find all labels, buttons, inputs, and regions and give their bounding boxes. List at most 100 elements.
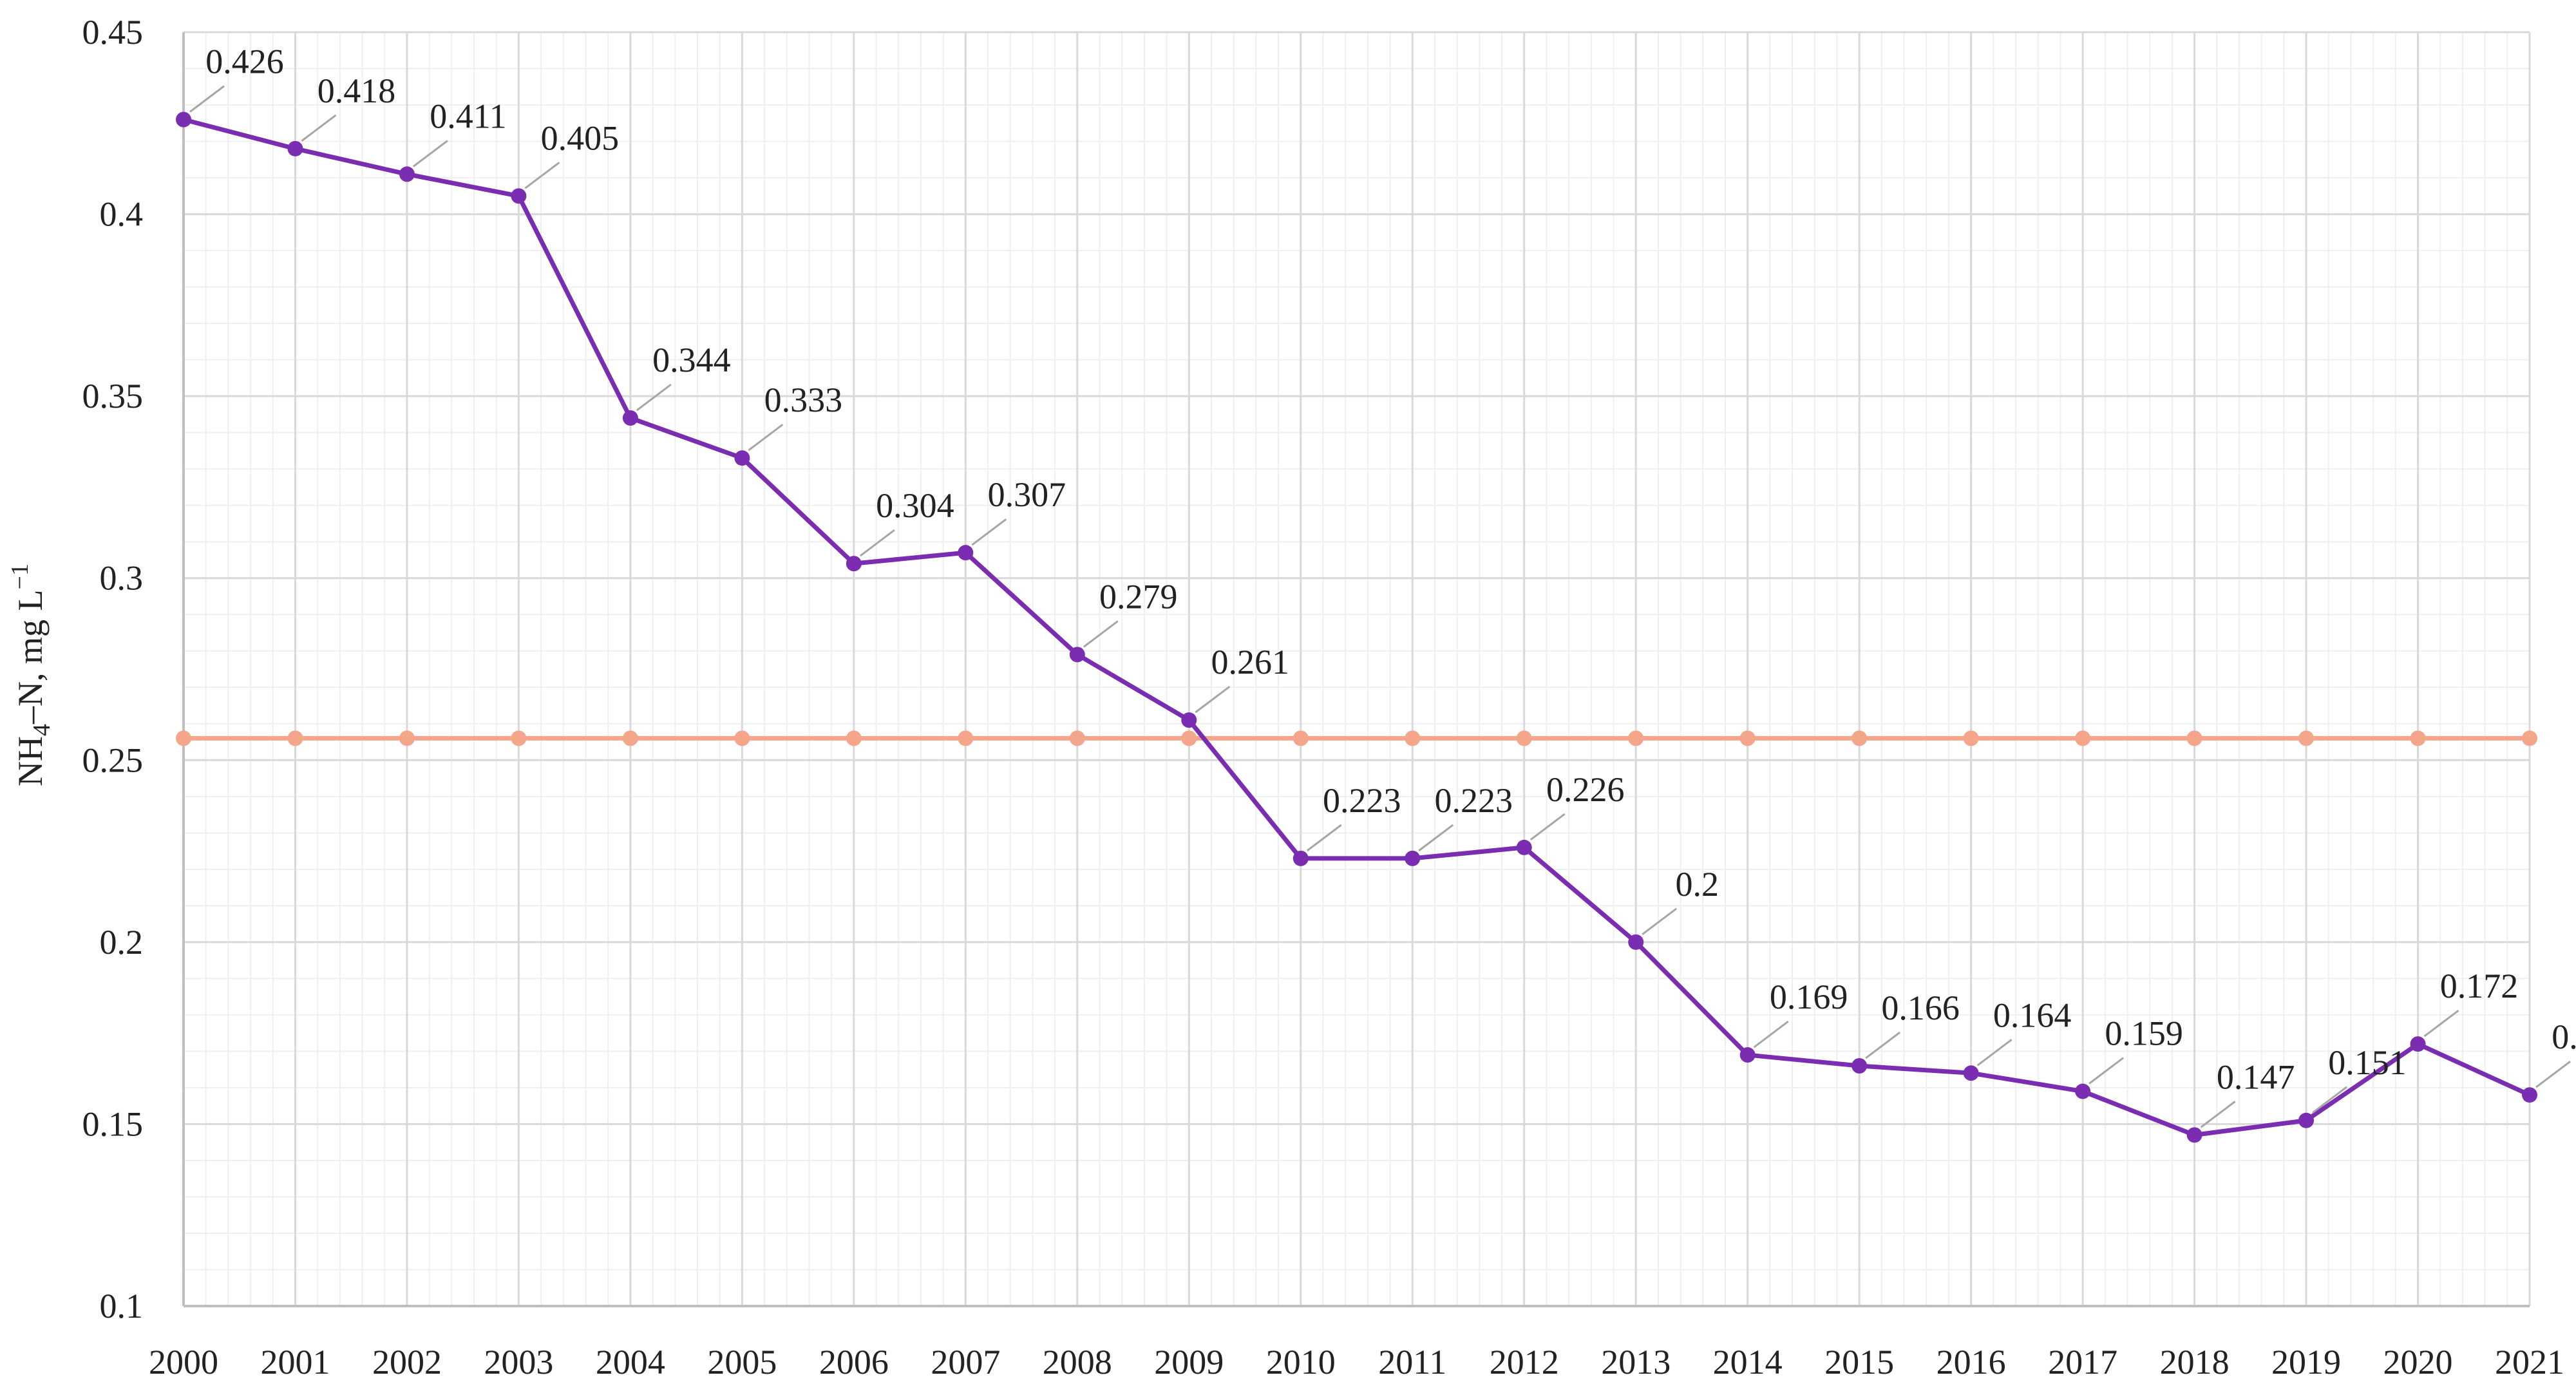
- label-leaders: [189, 85, 2571, 1128]
- label-leader-line: [1753, 1020, 1789, 1048]
- data-point: [734, 450, 750, 466]
- x-tick-label: 2012: [1490, 1343, 1559, 1381]
- y-tick-label: 0.1: [100, 1287, 144, 1325]
- data-point: [1628, 934, 1644, 950]
- data-point: [1739, 1047, 1756, 1063]
- y-tick-labels: 0.1 0.15 0.2 0.25 0.3 0.35 0.4 0.45: [82, 13, 144, 1325]
- reference-point: [1293, 730, 1309, 746]
- x-tick-label: 2013: [1601, 1343, 1671, 1381]
- data-label: 0.405: [541, 118, 620, 157]
- data-point: [1852, 1058, 1868, 1074]
- data-labels: 0.426 0.418 0.411 0.405 0.344 0.333 0.304 0.307…: [205, 43, 2576, 1097]
- y-tick-label: 0.4: [100, 195, 144, 234]
- major-grid: [182, 31, 2531, 1307]
- label-leader-line: [524, 162, 560, 189]
- data-label: 0.164: [1993, 996, 2072, 1034]
- data-point: [1963, 1065, 1979, 1081]
- x-tick-label: 2019: [2271, 1343, 2341, 1381]
- label-leader-line: [2088, 1057, 2124, 1085]
- data-point: [1405, 850, 1421, 866]
- x-tick-label: 2020: [2383, 1343, 2453, 1381]
- data-point: [1181, 712, 1197, 728]
- x-tick-label: 2002: [372, 1343, 442, 1381]
- data-point: [958, 545, 974, 561]
- data-label: 0.223: [1434, 781, 1513, 820]
- label-leader-line: [1865, 1031, 1901, 1059]
- data-point: [2075, 1083, 2091, 1099]
- data-label: 0.158: [2552, 1018, 2576, 1056]
- x-tick-labels: 2000 2001 2002 2003 2004 2005 2006 2007 2008 2009…: [149, 1343, 2564, 1381]
- x-tick-label: 2008: [1043, 1343, 1112, 1381]
- data-label: 0.172: [2440, 967, 2519, 1005]
- data-label: 0.151: [2328, 1043, 2407, 1082]
- x-tick-label: 2000: [149, 1343, 218, 1381]
- x-tick-label: 2017: [2048, 1343, 2117, 1381]
- reference-point: [511, 730, 527, 746]
- reference-point: [1739, 730, 1756, 746]
- reference-point: [1069, 730, 1085, 746]
- data-label: 0.223: [1323, 781, 1401, 820]
- data-point: [399, 166, 415, 182]
- label-leader-line: [1976, 1039, 2012, 1066]
- label-leader-line: [2535, 1061, 2571, 1088]
- data-point: [2522, 1087, 2537, 1103]
- reference-point: [1181, 730, 1197, 746]
- label-leader-line: [748, 424, 784, 451]
- reference-point: [2522, 730, 2537, 746]
- data-point: [622, 410, 638, 426]
- data-label: 0.344: [652, 341, 731, 379]
- y-tick-label: 0.35: [82, 377, 144, 415]
- label-leader-line: [413, 140, 448, 167]
- minor-grid: [184, 32, 2530, 1306]
- data-label: 0.147: [2217, 1057, 2295, 1096]
- axes: [182, 32, 2530, 1307]
- label-leader-line: [1083, 620, 1119, 648]
- reference-point: [399, 730, 415, 746]
- x-tick-label: 2001: [260, 1343, 330, 1381]
- reference-point: [2298, 730, 2315, 746]
- x-tick-label: 2016: [1937, 1343, 2006, 1381]
- data-label: 0.333: [764, 381, 843, 419]
- y-tick-label: 0.15: [82, 1104, 144, 1143]
- label-leader-line: [1642, 907, 1678, 936]
- data-label: 0.166: [1881, 989, 1960, 1027]
- x-tick-label: 2011: [1378, 1343, 1446, 1381]
- data-point: [846, 556, 862, 572]
- x-tick-label: 2005: [707, 1343, 777, 1381]
- label-leader-line: [1418, 824, 1454, 852]
- data-point: [1516, 839, 1532, 855]
- reference-point: [2186, 730, 2202, 746]
- data-point: [2298, 1112, 2315, 1128]
- data-label: 0.226: [1546, 770, 1625, 809]
- label-leader-line: [301, 114, 337, 142]
- data-label: 0.307: [988, 475, 1066, 514]
- x-tick-label: 2009: [1154, 1343, 1224, 1381]
- reference-point: [1852, 730, 1868, 746]
- label-leader-line: [636, 383, 672, 412]
- data-point: [2186, 1127, 2202, 1143]
- data-label: 0.279: [1099, 577, 1178, 616]
- y-axis-title: NH4–N, mg L−1: [6, 564, 55, 786]
- x-tick-label: 2010: [1266, 1343, 1336, 1381]
- data-label: 0.426: [205, 43, 284, 81]
- reference-point: [2410, 730, 2426, 746]
- reference-point: [2075, 730, 2091, 746]
- data-point: [2410, 1036, 2426, 1052]
- reference-point: [176, 730, 191, 746]
- reference-point: [1516, 730, 1532, 746]
- x-tick-label: 2015: [1824, 1343, 1894, 1381]
- x-tick-label: 2018: [2160, 1343, 2230, 1381]
- y-tick-label: 0.3: [100, 559, 144, 598]
- label-leader-line: [971, 518, 1007, 546]
- data-point: [1069, 647, 1085, 663]
- label-leader-line: [2312, 1086, 2347, 1113]
- x-tick-label: 2007: [931, 1343, 1000, 1381]
- reference-point: [1405, 730, 1421, 746]
- label-leader-line: [1195, 685, 1231, 714]
- data-label: 0.261: [1211, 643, 1290, 681]
- label-leader-line: [1530, 813, 1566, 841]
- data-label: 0.411: [430, 97, 507, 135]
- reference-point: [1963, 730, 1979, 746]
